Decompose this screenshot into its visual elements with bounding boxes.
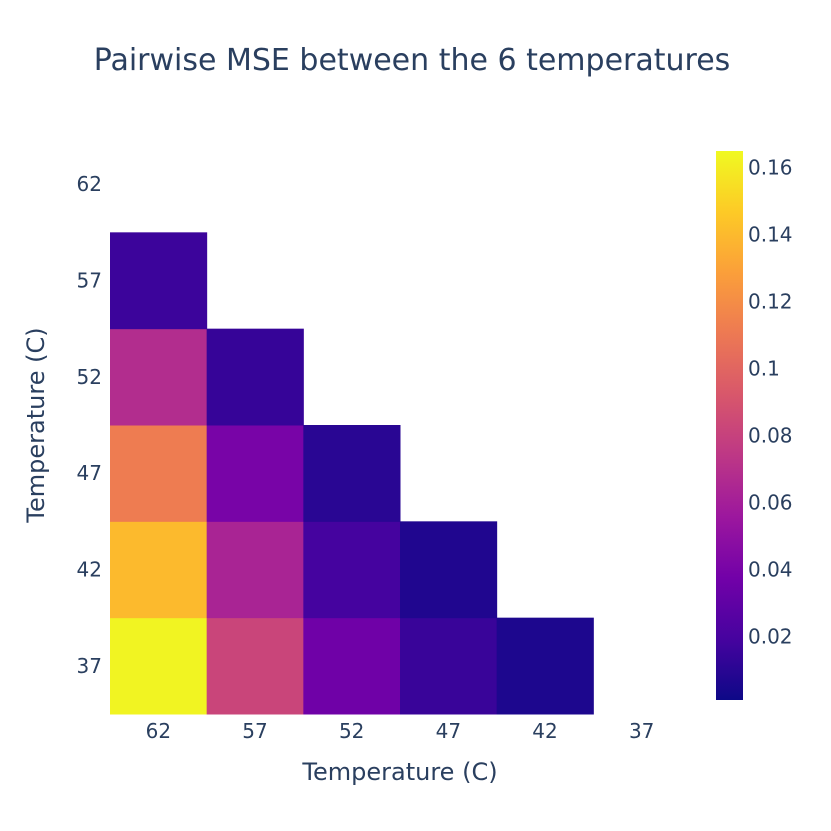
colorbar-tick-label: 0.04 bbox=[748, 557, 793, 581]
colorbar-tick-label: 0.02 bbox=[748, 624, 793, 648]
heatmap-cell bbox=[303, 521, 401, 619]
x-axis-title: Temperature (C) bbox=[301, 758, 497, 786]
heatmap-cell bbox=[206, 328, 304, 426]
x-tick-label: 62 bbox=[146, 719, 171, 743]
colorbar-tick-label: 0.1 bbox=[748, 357, 780, 381]
y-tick-label: 37 bbox=[77, 654, 102, 678]
chart-title: Pairwise MSE between the 6 temperatures bbox=[94, 43, 731, 78]
colorbar-tick-label: 0.06 bbox=[748, 490, 793, 514]
x-axis-ticks: 62 57 52 47 42 37 bbox=[146, 719, 655, 743]
y-axis-ticks: 37 42 47 52 57 62 bbox=[77, 172, 102, 678]
colorbar bbox=[716, 151, 743, 700]
x-tick-label: 52 bbox=[339, 719, 364, 743]
heatmap-cell bbox=[110, 521, 208, 619]
y-tick-label: 52 bbox=[77, 365, 102, 389]
x-tick-label: 42 bbox=[532, 719, 557, 743]
heatmap-cell bbox=[206, 521, 304, 619]
heatmap-cell bbox=[206, 425, 304, 522]
heatmap-cell bbox=[110, 328, 208, 426]
colorbar-tick-label: 0.08 bbox=[748, 424, 793, 448]
heatmap-cell bbox=[400, 617, 498, 715]
x-tick-label: 47 bbox=[436, 719, 461, 743]
heatmap-cell bbox=[206, 617, 304, 715]
heatmap-cell bbox=[110, 232, 208, 330]
y-tick-label: 57 bbox=[77, 269, 102, 293]
y-tick-label: 62 bbox=[77, 172, 102, 196]
y-axis-title: Temperature (C) bbox=[22, 327, 50, 523]
colorbar-tick-label: 0.12 bbox=[748, 290, 793, 314]
y-tick-label: 47 bbox=[77, 461, 102, 485]
heatmap-cell bbox=[110, 617, 208, 715]
heatmap-cell bbox=[303, 425, 401, 522]
heatmap-cell bbox=[303, 617, 401, 715]
heatmap-cell bbox=[496, 617, 594, 715]
heatmap-cell bbox=[110, 425, 208, 522]
x-tick-label: 37 bbox=[629, 719, 654, 743]
y-tick-label: 42 bbox=[77, 558, 102, 582]
colorbar-ticks: 0.16 0.14 0.12 0.1 0.08 0.06 0.04 0.02 bbox=[748, 156, 793, 649]
colorbar-tick-label: 0.16 bbox=[748, 156, 793, 180]
heatmap-cell bbox=[400, 521, 498, 619]
colorbar-tick-label: 0.14 bbox=[748, 223, 793, 247]
heatmap-cells bbox=[110, 232, 594, 715]
x-tick-label: 57 bbox=[242, 719, 267, 743]
